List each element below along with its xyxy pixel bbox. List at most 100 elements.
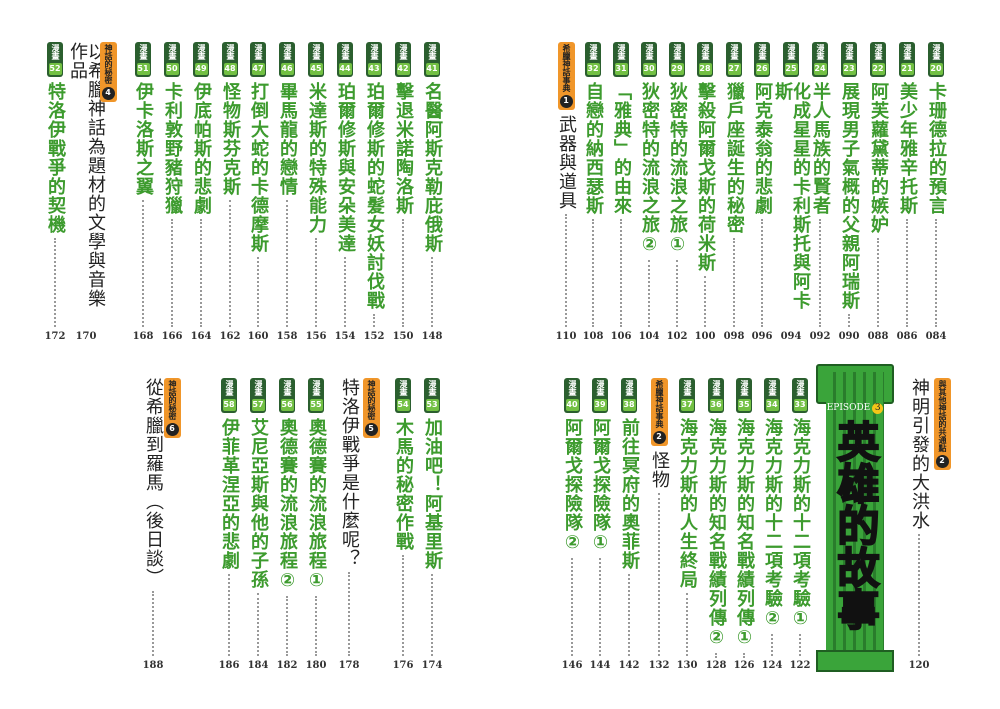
entry-badge: 漫畫 23 xyxy=(841,42,857,77)
badge-label: 神話的秘密 xyxy=(104,44,113,84)
badge-label: 漫畫 xyxy=(226,44,235,60)
badge-label: 漫畫 xyxy=(932,44,941,60)
badge-number: 26 xyxy=(755,63,769,75)
toc-entry: 漫畫 52 特洛伊戰爭的契機 172 xyxy=(42,42,68,342)
entry-title: 半人馬族的賢者 xyxy=(810,82,831,215)
entry-title: 米達斯的特殊能力 xyxy=(306,82,327,234)
badge-label: 漫畫 xyxy=(645,44,654,60)
toc-entry: 漫畫 58 伊菲革涅亞的悲劇 186 xyxy=(216,378,242,671)
badge-label: 漫畫 xyxy=(816,44,825,60)
entry-badge: 漫畫 22 xyxy=(870,42,886,77)
badge-label: 漫畫 xyxy=(903,44,912,60)
page-number: 144 xyxy=(589,660,611,671)
entry-badge: 漫畫 37 xyxy=(679,378,695,413)
dot-leader xyxy=(733,238,735,327)
toc-entry: 漫畫 45 米達斯的特殊能力 156 xyxy=(303,42,329,342)
dot-leader xyxy=(171,219,173,327)
entry-badge: 漫畫 50 xyxy=(164,42,180,77)
entry-badge: 漫畫 58 xyxy=(221,378,237,413)
entry-title: 伊底帕斯的悲劇 xyxy=(191,82,212,215)
badge-number: 1 xyxy=(559,95,573,108)
dot-leader xyxy=(771,634,773,656)
entry-title: 獵戶座誕生的秘密 xyxy=(724,82,745,234)
page-number: 096 xyxy=(751,331,773,342)
entry-title: 武器與道具 xyxy=(556,115,577,210)
entry-badge: 漫畫 48 xyxy=(222,42,238,77)
page-number: 100 xyxy=(694,331,716,342)
badge-number: 56 xyxy=(280,399,294,411)
dot-leader xyxy=(402,219,404,327)
entry-badge: 漫畫 39 xyxy=(592,378,608,413)
page-number: 126 xyxy=(733,660,755,671)
badge-number: 38 xyxy=(622,399,636,411)
dot-leader xyxy=(571,558,573,656)
page-number: 158 xyxy=(276,331,298,342)
badge-label: 漫畫 xyxy=(428,380,437,396)
entry-title: 以希臘神話為題材的文學與音樂作品 xyxy=(67,42,106,308)
dot-leader xyxy=(918,534,920,656)
page-number: 148 xyxy=(421,331,443,342)
page-number: 084 xyxy=(925,331,947,342)
toc-entry: 漫畫 43 珀爾修斯的蛇髮女妖討伐戰 152 xyxy=(361,42,387,342)
entry-title: 擊退米諾陶洛斯 xyxy=(393,82,414,215)
toc-entry: 漫畫 30 狄密特的流浪之旅② 104 xyxy=(636,42,662,342)
dot-leader xyxy=(152,591,154,656)
badge-label: 漫畫 xyxy=(768,380,777,396)
badge-number: 51 xyxy=(136,63,150,75)
badge-label: 漫畫 xyxy=(617,44,626,60)
badge-number: 25 xyxy=(784,63,798,75)
toc-entry: 漫畫 55 奧德賽的流浪旅程① 180 xyxy=(303,378,329,671)
dot-leader xyxy=(565,214,567,327)
page-number: 170 xyxy=(75,331,97,342)
toc-entry: 神明引發的大洪水 120 xyxy=(906,378,932,671)
badge-number: 49 xyxy=(194,63,208,75)
dot-leader xyxy=(620,219,622,327)
page-number: 164 xyxy=(190,331,212,342)
dot-leader xyxy=(799,634,801,656)
badge-number: 36 xyxy=(709,399,723,411)
badge-number: 35 xyxy=(737,399,751,411)
entry-badge: 漫畫 57 xyxy=(250,378,266,413)
badge-number: 48 xyxy=(223,63,237,75)
dot-leader xyxy=(676,260,678,327)
toc-entry: 漫畫 38 前往冥府的奧菲斯 142 xyxy=(616,378,642,671)
dot-leader xyxy=(704,276,706,327)
page-number: 108 xyxy=(582,331,604,342)
entry-title: 怪物 xyxy=(649,451,670,489)
toc-entry: 漫畫 25 化成星星的卡利斯托與阿卡斯 094 xyxy=(772,42,811,342)
toc-entry: 漫畫 22 阿芙蘿黛蒂的嫉妒 088 xyxy=(865,42,891,342)
toc-entry: 漫畫 50 卡利敦野豬狩獵 166 xyxy=(159,42,185,342)
page-number: 152 xyxy=(363,331,385,342)
dot-leader xyxy=(315,596,317,656)
entry-badge: 漫畫 43 xyxy=(366,42,382,77)
page-number: 176 xyxy=(392,660,414,671)
toc-entry: 漫畫 35 海克力斯的知名戰績列傳① 126 xyxy=(731,378,757,671)
entry-badge: 漫畫 41 xyxy=(424,42,440,77)
entry-badge: 神話的秘密 5 xyxy=(362,378,380,438)
dot-leader xyxy=(906,219,908,327)
entry-badge: 漫畫 36 xyxy=(708,378,724,413)
entry-title: 奧德賽的流浪旅程② xyxy=(277,418,298,592)
dot-leader xyxy=(592,219,594,327)
toc-entry: 漫畫 36 海克力斯的知名戰績列傳② 128 xyxy=(703,378,729,671)
entry-title: 阿爾戈探險隊① xyxy=(590,418,611,554)
entry-badge: 漫畫 28 xyxy=(697,42,713,77)
badge-number: 58 xyxy=(222,399,236,411)
page-number: 154 xyxy=(334,331,356,342)
dot-leader xyxy=(599,558,601,656)
page-number: 128 xyxy=(705,660,727,671)
badge-label: 漫畫 xyxy=(845,44,854,60)
toc-entry: 漫畫 20 卡珊德拉的預言 084 xyxy=(923,42,949,342)
page-number: 090 xyxy=(838,331,860,342)
page-number: 172 xyxy=(44,331,66,342)
toc-entry: 漫畫 26 阿克泰翁的悲劇 096 xyxy=(749,42,775,342)
badge-number: 39 xyxy=(593,399,607,411)
dot-leader xyxy=(715,653,717,656)
entry-badge: 漫畫 52 xyxy=(47,42,63,77)
badge-label: 漫畫 xyxy=(787,44,796,60)
badge-label: 與其他神話的共通點 xyxy=(938,380,947,452)
badge-label: 漫畫 xyxy=(874,44,883,60)
badge-label: 漫畫 xyxy=(341,44,350,60)
episode-label: EPISODE 3 xyxy=(822,403,888,414)
entry-badge: 漫畫 25 xyxy=(783,42,799,77)
